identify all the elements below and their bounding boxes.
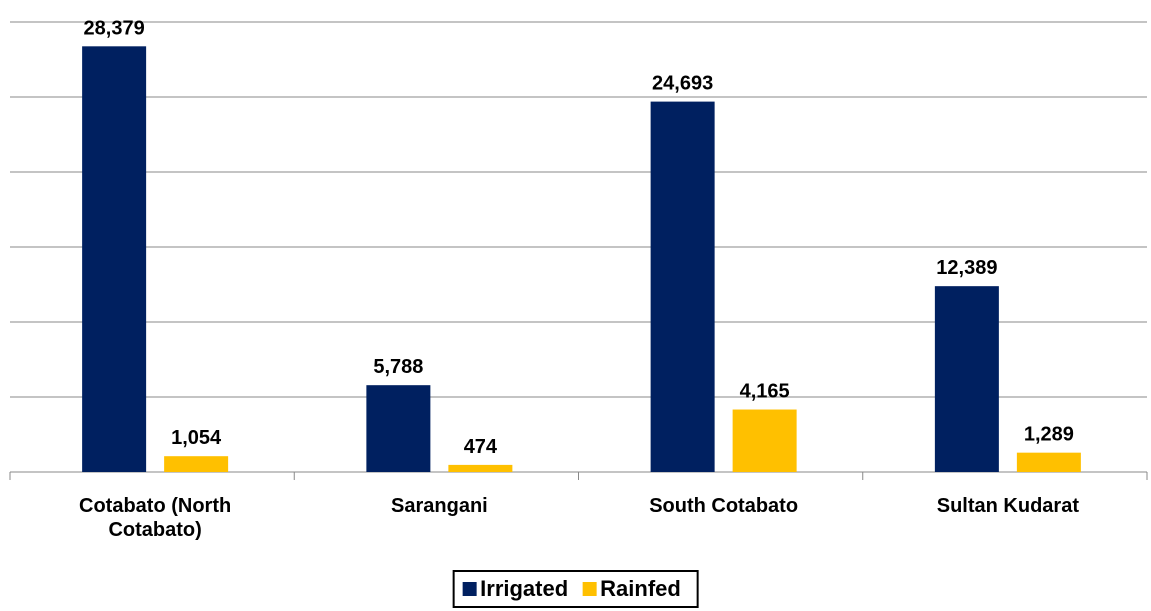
legend-item: Irrigated bbox=[462, 576, 568, 602]
bar bbox=[650, 101, 715, 472]
data-label: 5,788 bbox=[373, 356, 423, 378]
x-tick-label: Sultan Kudarat bbox=[936, 495, 1079, 517]
data-label: 28,379 bbox=[84, 17, 145, 39]
legend-label: Irrigated bbox=[480, 576, 569, 601]
x-tick-label: Cotabato (North Cotabato) bbox=[79, 495, 232, 541]
legend-swatch bbox=[462, 582, 477, 596]
x-tick-label: South Cotabato bbox=[649, 495, 799, 517]
bar bbox=[1016, 452, 1081, 472]
bar bbox=[732, 409, 797, 472]
data-label: 4,165 bbox=[740, 381, 790, 403]
data-label: 474 bbox=[464, 436, 498, 458]
bar bbox=[366, 385, 431, 472]
legend-label: Rainfed bbox=[600, 576, 681, 601]
data-label: 12,389 bbox=[936, 257, 997, 279]
bar bbox=[164, 456, 229, 472]
bar bbox=[448, 464, 513, 472]
data-label: 1,054 bbox=[171, 427, 222, 449]
x-tick-label: Sarangani bbox=[391, 495, 488, 517]
bar bbox=[934, 286, 999, 472]
legend: Irrigated Rainfed bbox=[452, 570, 699, 608]
data-label: 1,289 bbox=[1024, 424, 1074, 446]
legend-item: Rainfed bbox=[582, 576, 681, 602]
bar bbox=[82, 46, 147, 472]
legend-swatch bbox=[582, 582, 597, 596]
data-label: 24,693 bbox=[652, 73, 713, 95]
